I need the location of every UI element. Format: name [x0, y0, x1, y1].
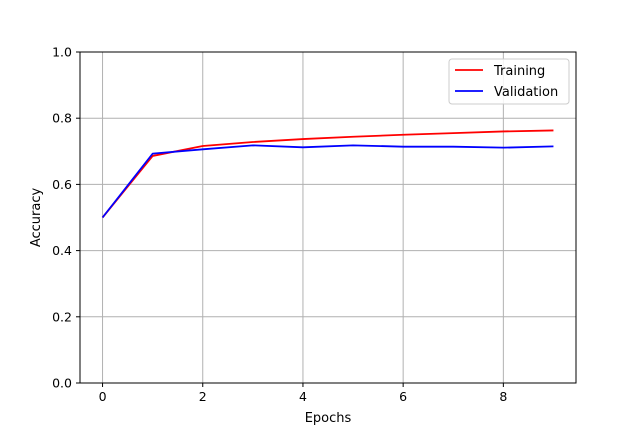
x-tick-label: 0: [99, 389, 107, 404]
legend-label-training: Training: [493, 64, 545, 79]
x-axis-label: Epochs: [305, 411, 352, 426]
x-tick-label: 8: [499, 389, 507, 404]
x-tick-label: 2: [199, 389, 207, 404]
y-tick-label: 0.6: [52, 177, 72, 192]
series-layer: [101, 129, 554, 219]
x-tick-label: 4: [299, 389, 307, 404]
legend: Training Validation: [448, 58, 570, 105]
series-line-validation: [101, 144, 554, 219]
plot-area: [80, 52, 576, 383]
y-tick-label: 0.4: [52, 243, 72, 258]
y-axis-label: Accuracy: [29, 188, 44, 248]
y-tick-label: 0.8: [52, 111, 72, 126]
legend-label-validation: Validation: [494, 85, 558, 100]
y-tick-label: 0.2: [52, 309, 72, 324]
tick-layer: 0 2 4 6 8 0.0 0.2 0.4 0.6 0.8 1.0: [52, 45, 507, 405]
y-tick-label: 0.0: [52, 376, 72, 391]
axes-frame: [79, 51, 577, 384]
x-tick-label: 6: [399, 389, 407, 404]
y-tick-label: 1.0: [52, 45, 72, 60]
